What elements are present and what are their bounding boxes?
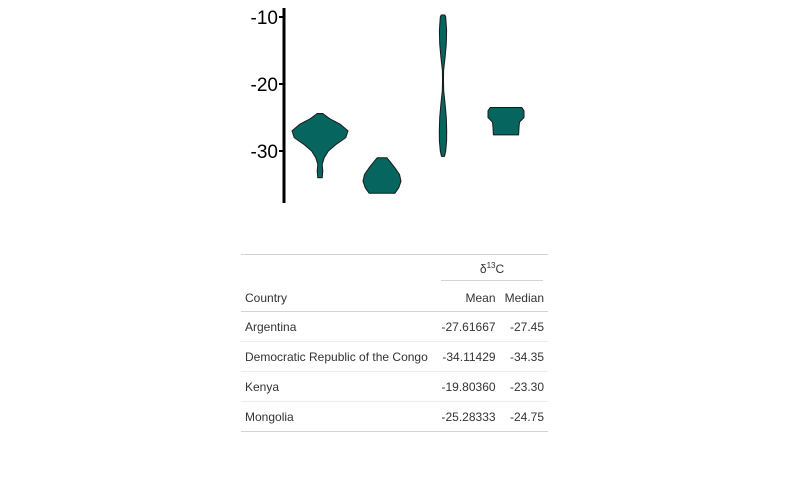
column-header-country: Country (241, 285, 437, 312)
country-cell: Mongolia (245, 409, 294, 424)
violin-kenya (438, 14, 448, 157)
mean-cell: -34.11429 (436, 341, 500, 372)
violin-chart: -10 -20 -30 (251, 8, 525, 203)
mean-cell: -25.28333 (441, 409, 496, 424)
median-cell: -34.35 (499, 341, 548, 372)
summary-table: δ13C Country Mean Median Argentina -27.6… (241, 254, 548, 432)
y-tick-label: -20 (251, 75, 278, 96)
violin-argentina (291, 113, 349, 179)
y-tick-label: -30 (251, 142, 278, 163)
median-cell: -23.30 (499, 371, 548, 402)
column-header-median: Median (499, 285, 548, 312)
median-cell: -27.45 (499, 311, 548, 342)
y-axis: -10 -20 -30 (251, 8, 286, 203)
country-cell: Kenya (241, 371, 437, 402)
mean-cell: -27.61667 (436, 311, 500, 342)
delta-symbol: δ (479, 261, 487, 276)
country-cell: Argentina (241, 311, 437, 342)
element-symbol: C (495, 261, 505, 276)
table-row: Mongolia -25.28333 -24.75 (241, 402, 548, 432)
mean-cell: -19.80360 (436, 371, 500, 402)
table-row: Democratic Republic of the Congo -34.114… (241, 341, 548, 372)
isotope-superscript: 13 (486, 260, 496, 270)
spanner-empty-cell (241, 255, 436, 286)
table-row: Kenya -19.80360 -23.30 (241, 371, 548, 402)
median-cell: -24.75 (509, 409, 544, 424)
spanner-header: δ13C (436, 255, 548, 286)
column-header-row: Country Mean Median (241, 285, 548, 312)
country-cell: Democratic Republic of the Congo (241, 341, 437, 372)
table-row: Argentina -27.61667 -27.45 (241, 311, 548, 342)
spanner-row: δ13C (241, 255, 548, 286)
y-tick-label: -10 (251, 8, 278, 29)
violin-mongolia (487, 107, 525, 136)
spanner-label: δ13C (441, 260, 543, 281)
violins (291, 14, 525, 194)
violin-democratic-republic-of-the-congo (362, 157, 402, 194)
column-header-mean: Mean (436, 285, 500, 312)
